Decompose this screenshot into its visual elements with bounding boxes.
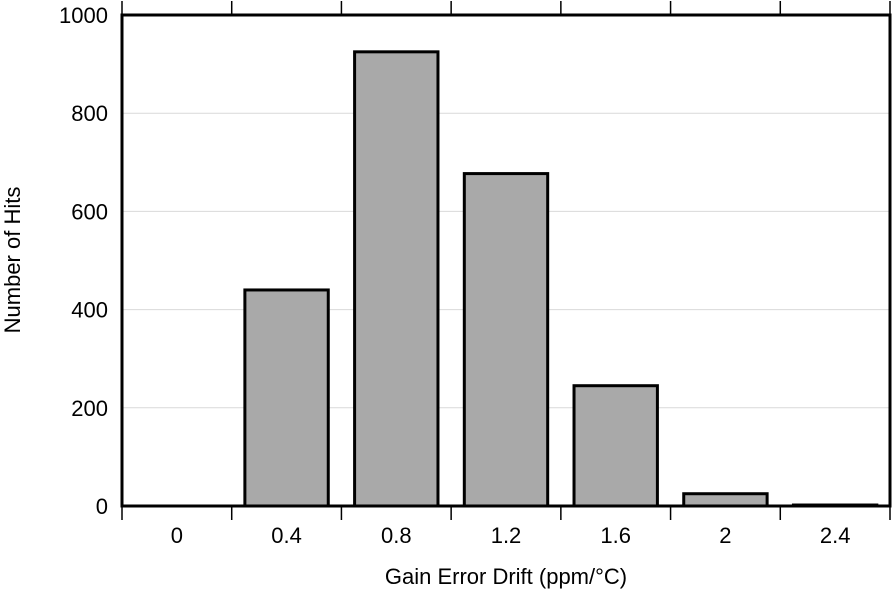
y-tick-label: 400 bbox=[71, 298, 108, 323]
y-tick-label: 800 bbox=[71, 101, 108, 126]
x-tick-label: 0.4 bbox=[271, 523, 302, 548]
bar bbox=[353, 50, 440, 508]
bar bbox=[243, 288, 330, 508]
y-tick-label: 0 bbox=[96, 494, 108, 519]
x-tick-label: 0 bbox=[171, 523, 183, 548]
x-axis-label: Gain Error Drift (ppm/°C) bbox=[385, 564, 627, 589]
x-tick-labels: 0 0.4 0.8 1.2 1.6 2 2.4 bbox=[171, 523, 851, 548]
bar bbox=[462, 172, 550, 508]
x-tick-label: 1.2 bbox=[491, 523, 522, 548]
x-tick-label: 0.8 bbox=[381, 523, 412, 548]
x-tick-label: 1.6 bbox=[600, 523, 631, 548]
axis-ticks bbox=[121, 1, 891, 520]
bar bbox=[572, 384, 659, 508]
bars bbox=[243, 50, 879, 508]
y-axis-label: Number of Hits bbox=[0, 187, 25, 334]
bar bbox=[682, 492, 769, 508]
y-tick-label: 600 bbox=[71, 199, 108, 224]
y-tick-labels: 0 200 400 600 800 1000 bbox=[59, 3, 108, 519]
x-tick-label: 2.4 bbox=[820, 523, 851, 548]
y-tick-label: 200 bbox=[71, 396, 108, 421]
plot-frame bbox=[120, 13, 892, 508]
y-tick-label: 1000 bbox=[59, 3, 108, 28]
x-tick-label: 2 bbox=[719, 523, 731, 548]
